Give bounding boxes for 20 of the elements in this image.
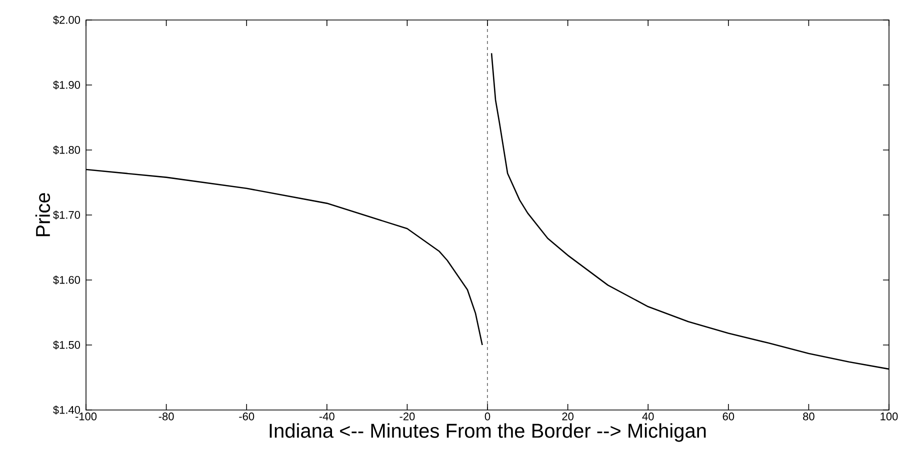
y-tick-label: $1.40 — [53, 406, 80, 414]
y-tick-label: $1.60 — [53, 276, 80, 284]
x-tick-label: 20 — [562, 412, 574, 420]
x-tick-label: 40 — [642, 412, 654, 420]
x-tick-label: 80 — [803, 412, 814, 420]
x-tick-label: -40 — [319, 412, 334, 420]
x-axis-title: Indiana <-- Minutes From the Border --> Michigan — [270, 423, 706, 442]
y-tick-label: $1.50 — [53, 340, 80, 350]
x-tick-label: -100 — [75, 412, 97, 420]
x-tick-label: -60 — [239, 412, 254, 420]
x-tick-label: -80 — [158, 412, 174, 420]
y-tick-label: $1.90 — [53, 80, 80, 90]
y-tick-label: $2.00 — [53, 16, 80, 24]
x-tick-label: 60 — [722, 412, 734, 420]
x-tick-label: 100 — [880, 412, 898, 420]
x-tick-label: -20 — [400, 412, 415, 420]
x-tick-label: 0 — [484, 412, 490, 420]
y-tick-label: $1.80 — [53, 146, 80, 154]
y-axis-title: Price — [35, 193, 50, 236]
y-tick-label: $1.70 — [53, 210, 80, 220]
